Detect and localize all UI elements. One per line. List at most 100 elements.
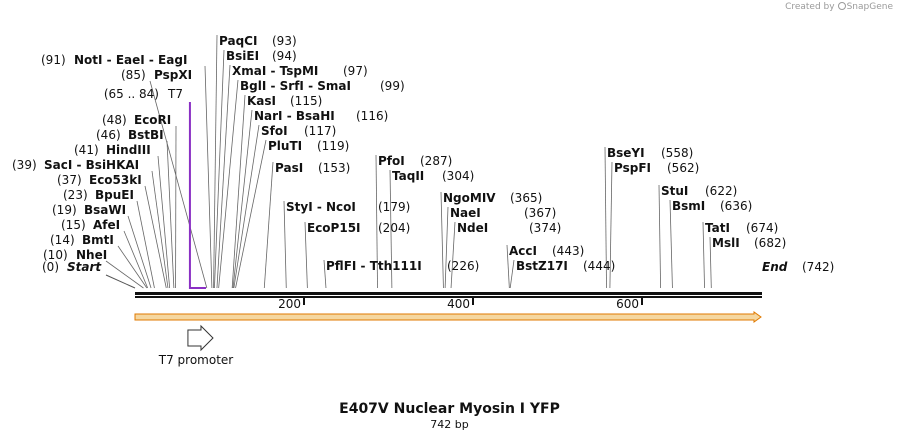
primer-binding: (65 .. 84) T7 [104,87,206,289]
site-position: (443) [552,244,584,258]
site-name[interactable]: HindIII [106,143,151,157]
site-name[interactable]: BstZ17I [516,259,568,273]
site-position: (97) [343,64,368,78]
site-name[interactable]: AccI [509,244,537,258]
site-name[interactable]: PasI [275,161,303,175]
watermark: Created by SnapGene [785,2,893,12]
watermark-created-by: Created by [785,2,835,12]
site-leader [283,200,287,289]
site-leader [157,155,171,289]
site-leader [233,124,260,289]
site-name[interactable]: Eco53kI [89,173,142,187]
site-name[interactable]: PflFI - Tth111I [326,259,422,273]
site-leader [144,185,167,289]
site-position: (41) [74,143,99,157]
site-name[interactable]: NdeI [457,221,488,235]
site-position: (115) [290,94,322,108]
site-leader [235,139,267,289]
site-name[interactable]: XmaI - TspMI [232,64,318,78]
site-leader [218,79,239,289]
site-leader [136,200,155,289]
site-leader [231,94,246,289]
site-leader [123,230,149,289]
site-position: (119) [317,139,349,153]
site-name[interactable]: NaeI [450,206,481,220]
site-position: (153) [318,161,350,175]
site-leader [232,109,253,289]
site-name[interactable]: PaqCI [219,34,257,48]
site-position: (117) [304,124,336,138]
feature-t7-promoter[interactable]: T7 promoter [158,324,234,367]
site-name[interactable]: BsiEI [226,49,259,63]
t7-promoter-arrow[interactable] [187,324,214,352]
site-name[interactable]: BseYI [607,146,645,160]
site-leader [389,169,393,289]
site-name[interactable]: BsaWI [84,203,126,217]
end-label: End [762,260,788,274]
site-leader [117,245,148,289]
site-position: (179) [378,200,410,214]
site-name[interactable]: PspFI [614,161,651,175]
site-name[interactable]: BglI - SrfI - SmaI [240,79,351,93]
site-leader [609,161,613,289]
site-name[interactable]: PspXI [154,68,192,82]
site-name[interactable]: TatI [705,221,730,235]
site-leader [604,146,607,289]
full-length-arrow [134,311,762,323]
ruler-tick-label: 600 [616,297,639,311]
site-leader [149,80,208,289]
site-position: (374) [529,221,561,235]
site-name[interactable]: KasI [247,94,276,108]
site-position: (682) [754,236,786,250]
start-position: (0) [42,260,59,274]
site-leader [450,221,456,289]
site-name[interactable]: BpuEI [95,188,134,202]
site-position: (10) [43,248,68,262]
ruler-tick-label: 200 [278,297,301,311]
primer-range: (65 .. 84) [104,87,159,101]
site-leader [658,184,661,289]
site-position: (304) [442,169,474,183]
site-name[interactable]: SacI - BsiHKAI [44,158,139,172]
site-name[interactable]: BstBI [128,128,164,142]
site-name[interactable]: NarI - BsaHI [254,109,335,123]
snapgene-logo-icon [837,2,846,10]
site-leader [151,170,169,289]
site-name[interactable]: BmtI [82,233,114,247]
site-leader [127,215,152,289]
site-name[interactable]: NgoMIV [443,191,496,205]
site-position: (444) [583,259,615,273]
site-name[interactable]: SfoI [261,124,288,138]
site-name[interactable]: EcoP15I [307,221,361,235]
site-position: (14) [50,233,75,247]
site-name[interactable]: PluTI [268,139,302,153]
site-leader-lines [105,34,712,289]
site-name[interactable]: StyI - NcoI [286,200,356,214]
site-leader [440,191,444,289]
site-labels: (10) NheI(14) BmtI(15) AfeI (19) BsaWI(23) Bpu… [12,34,786,273]
site-name[interactable]: EcoRI [134,113,171,127]
backbone-top-strand [135,292,762,295]
site-leader [506,244,510,289]
start-label: Start [67,260,102,274]
site-name[interactable]: NheI [76,248,107,262]
site-name[interactable]: TaqII [392,169,424,183]
site-leader [702,221,705,289]
site-position: (37) [57,173,82,187]
site-name[interactable]: PfoI [378,154,405,168]
site-name[interactable]: StuI [661,184,688,198]
site-name[interactable]: NotI - EaeI - EagI [74,53,187,67]
site-name[interactable]: AfeI [93,218,120,232]
watermark-brand: SnapGene [846,2,893,12]
site-position: (91) [41,53,66,67]
primer-name: T7 [167,87,183,101]
site-position: (365) [510,191,542,205]
site-leader [323,259,327,289]
site-leader [213,34,218,289]
site-name[interactable]: BsmI [672,199,705,213]
site-position: (46) [96,128,121,142]
site-leader [509,259,515,289]
site-name[interactable]: MslI [712,236,740,250]
site-position: (116) [356,109,388,123]
plasmid-name: E407V Nuclear Myosin I YFP [339,401,560,417]
